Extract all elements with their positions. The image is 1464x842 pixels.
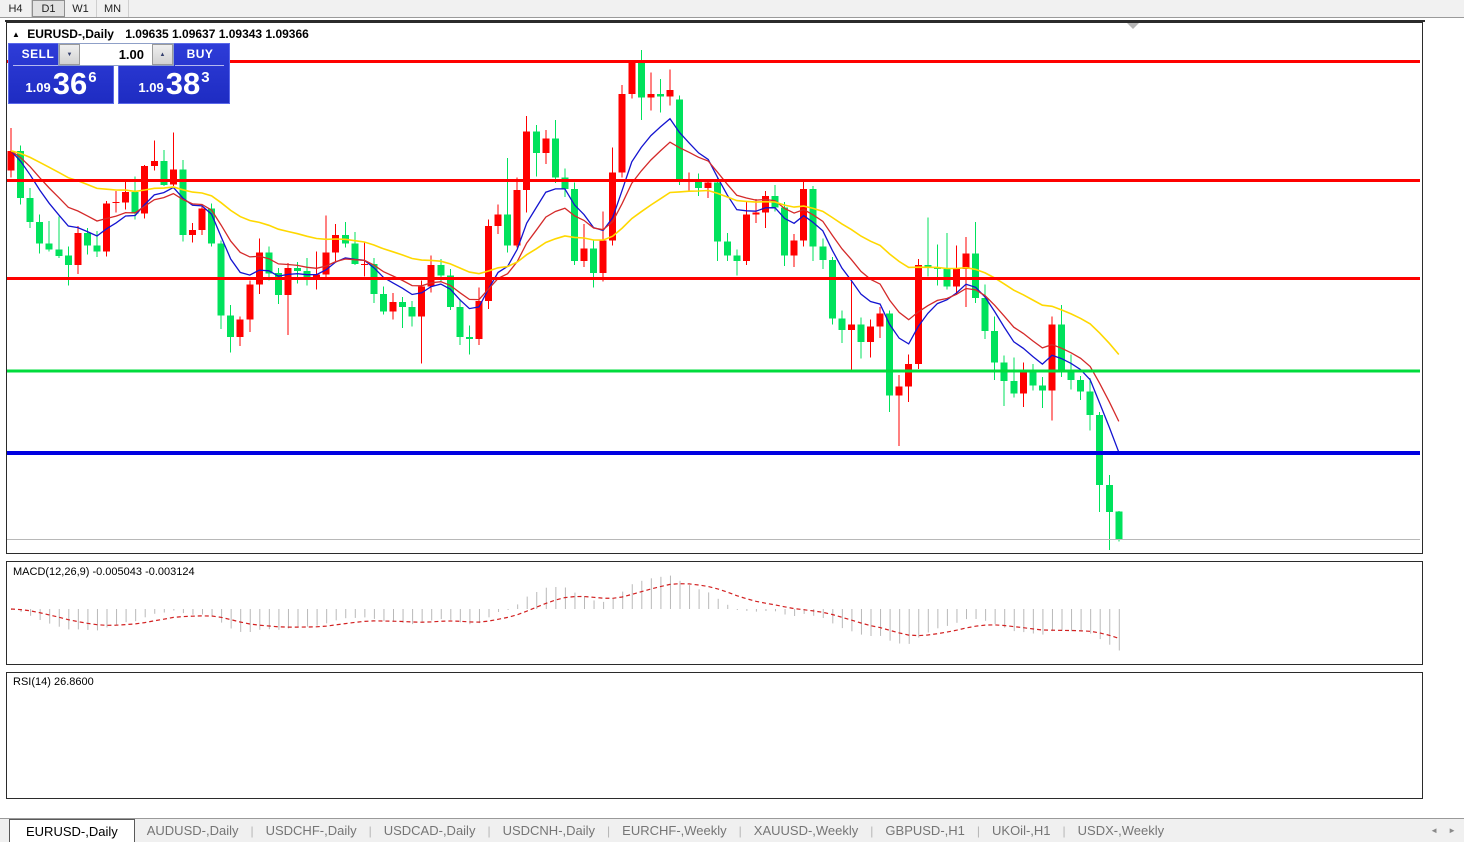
chart-window-top-border [5, 20, 1425, 22]
symbol-tab-usdcnhdaily[interactable]: USDCNH-,Daily [502, 823, 596, 838]
chart-title: ▲ EURUSD-,Daily 1.09635 1.09637 1.09343 … [12, 27, 309, 41]
symbol-tab-usdchfdaily[interactable]: USDCHF-,Daily [265, 823, 357, 838]
buy-price: 1.09 38 3 [119, 66, 229, 103]
chart-symbol-label: EURUSD-,Daily [27, 27, 114, 41]
buy-divider [175, 65, 224, 66]
symbol-tab-usdxweekly[interactable]: USDX-,Weekly [1077, 823, 1165, 838]
timeframe-toolbar: H4 D1 W1 MN [0, 0, 1464, 18]
timeframe-button-h4[interactable]: H4 [0, 0, 32, 17]
candlestick-chart [7, 50, 1420, 550]
tab-separator: | [487, 823, 491, 838]
tab-separator: | [607, 823, 611, 838]
tab-separator: | [1062, 823, 1066, 838]
timeframe-button-d1[interactable]: D1 [32, 0, 65, 17]
macd-chart [10, 575, 1120, 651]
timeframe-button-mn[interactable]: MN [97, 0, 129, 17]
tab-separator: | [870, 823, 874, 838]
price-chart-panel[interactable] [6, 22, 1423, 554]
symbol-tab-eurusddaily[interactable]: EURUSD-,Daily [9, 819, 135, 842]
tab-separator: | [976, 823, 981, 838]
symbol-tab-gbpusdh1[interactable]: GBPUSD-,H1 [885, 823, 965, 838]
sell-price-pip: 6 [88, 69, 97, 86]
one-click-trading-panel: SELL 1.09 36 6 BUY 1.09 38 3 ▼ ▲ [8, 43, 230, 105]
sell-button-label: SELL [21, 47, 55, 61]
date-axis[interactable] [0, 797, 1424, 817]
symbol-marker-icon: ▲ [12, 30, 20, 39]
sell-price-big: 36 [52, 66, 88, 101]
chart-tab-bar: EURUSD-,Daily AUDUSD-,Daily | USDCHF-,Daily… [0, 818, 1464, 842]
tab-separator: | [368, 823, 372, 838]
price-axis[interactable] [1424, 22, 1464, 797]
chart-ohlc-values: 1.09635 1.09637 1.09343 1.09366 [125, 27, 309, 41]
sell-price: 1.09 36 6 [9, 66, 113, 103]
sell-price-base: 1.09 [25, 80, 51, 95]
buy-price-pip: 3 [201, 69, 210, 86]
rsi-indicator-panel[interactable] [6, 672, 1423, 799]
tab-spacer [0, 819, 9, 842]
tab-scroll-left-icon[interactable]: ◄ [1430, 826, 1439, 835]
tab-separator: | [738, 823, 742, 838]
tab-scroll-right-icon[interactable]: ► [1448, 826, 1456, 835]
lot-decrease-button[interactable]: ▼ [59, 44, 80, 65]
rsi-chart [7, 673, 1420, 796]
chart-scroll-marker-icon[interactable] [1127, 23, 1139, 29]
lot-increase-button[interactable]: ▲ [152, 44, 173, 65]
lot-size-input[interactable] [80, 44, 152, 65]
symbol-tab-xauusdweekly[interactable]: XAUUSD-,Weekly [753, 823, 859, 838]
lot-size-control: ▼ ▲ [58, 43, 174, 66]
symbol-tab-audusddaily[interactable]: AUDUSD-,Daily [146, 823, 239, 838]
tab-scroll-arrows: ◄ ► [1430, 819, 1464, 842]
tab-separator: | [250, 823, 254, 838]
rsi-label: RSI(14) 26.8600 [13, 676, 94, 688]
buy-price-big: 38 [165, 66, 201, 101]
macd-indicator-panel[interactable] [6, 561, 1423, 665]
buy-button[interactable]: BUY 1.09 38 3 [118, 43, 230, 104]
macd-label: MACD(12,26,9) -0.005043 -0.003124 [13, 566, 195, 578]
timeframe-button-w1[interactable]: W1 [65, 0, 97, 17]
symbol-tab-ukoilh1[interactable]: UKOil-,H1 [992, 823, 1051, 838]
buy-button-label: BUY [186, 47, 214, 61]
symbol-tab-usdcaddaily[interactable]: USDCAD-,Daily [383, 823, 476, 838]
symbol-tab-eurchfweekly[interactable]: EURCHF-,Weekly [622, 823, 727, 838]
buy-price-base: 1.09 [138, 80, 164, 95]
